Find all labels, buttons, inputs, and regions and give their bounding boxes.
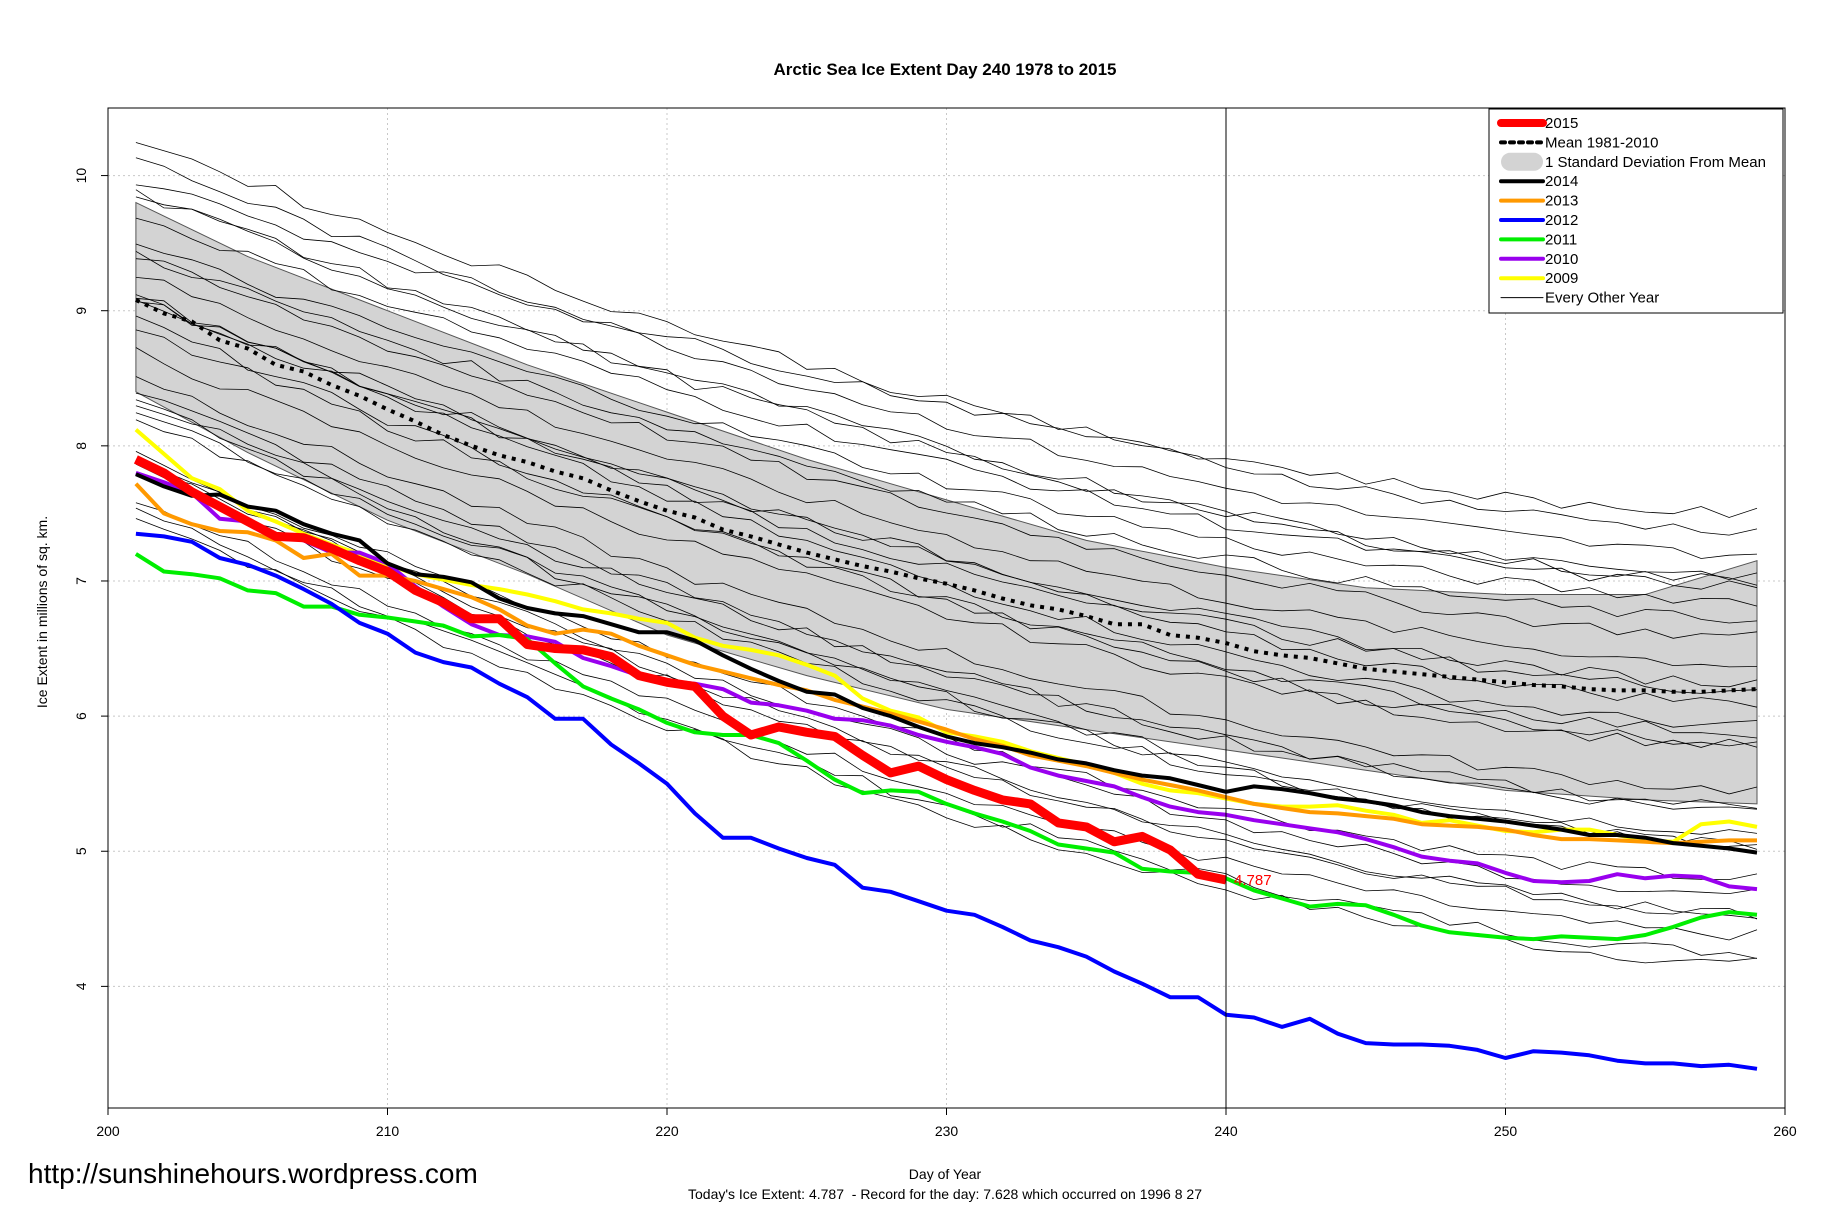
other-year-line bbox=[135, 157, 1758, 559]
legend-label-2013: 2013 bbox=[1545, 193, 1578, 210]
today-value-label: 4.787 bbox=[1234, 872, 1272, 889]
x-tick-label-240: 240 bbox=[1214, 1123, 1238, 1139]
other-year-line bbox=[135, 297, 1758, 694]
series-line-2011 bbox=[134, 552, 1758, 942]
legend: 2015 Mean 1981-2010 1 Standard Deviation F… bbox=[1488, 108, 1784, 314]
other-year-line bbox=[135, 399, 1758, 850]
other-year-line bbox=[135, 329, 1758, 739]
other-year-line bbox=[135, 277, 1758, 668]
other-year-line bbox=[135, 315, 1758, 747]
chart-title: Arctic Sea Ice Extent Day 240 1978 to 20… bbox=[773, 60, 1116, 79]
legend-label-2015: 2015 bbox=[1545, 115, 1578, 132]
x-tick-label-210: 210 bbox=[376, 1123, 400, 1139]
sd-band bbox=[135, 201, 1758, 805]
y-tick-label-4: 4 bbox=[73, 982, 89, 990]
series-lines bbox=[133, 298, 1758, 1071]
x-tick-label-230: 230 bbox=[935, 1123, 959, 1139]
legend-label-every-other-year: Every Other Year bbox=[1545, 290, 1659, 307]
y-tick-label-6: 6 bbox=[73, 712, 89, 720]
series-line-2015 bbox=[133, 455, 1227, 885]
legend-label-2010: 2010 bbox=[1545, 251, 1578, 268]
other-year-line bbox=[135, 243, 1758, 607]
y-tick-label-8: 8 bbox=[73, 442, 89, 450]
x-tick-label-220: 220 bbox=[655, 1123, 679, 1139]
legend-label-2012: 2012 bbox=[1545, 212, 1578, 229]
other-year-line bbox=[135, 376, 1758, 795]
other-year-line bbox=[135, 184, 1758, 518]
other-year-line bbox=[135, 347, 1758, 748]
y-tick-label-7: 7 bbox=[73, 577, 89, 585]
other-year-line bbox=[135, 502, 1758, 941]
x-axis-label: Day of Year bbox=[909, 1166, 982, 1182]
legend-label-1-standard-deviation-from-mean: 1 Standard Deviation From Mean bbox=[1545, 154, 1766, 171]
series-line-2014 bbox=[135, 472, 1758, 855]
other-year-line bbox=[135, 405, 1758, 809]
footer-status-line: Today's Ice Extent: 4.787 - Record for t… bbox=[688, 1186, 1202, 1202]
other-year-line bbox=[135, 142, 1758, 536]
legend-label-mean-1981-2010: Mean 1981-2010 bbox=[1545, 134, 1658, 151]
legend-label-2014: 2014 bbox=[1545, 173, 1578, 190]
series-line-2012 bbox=[135, 531, 1758, 1071]
sd-band-area bbox=[135, 201, 1758, 805]
y-tick-label-5: 5 bbox=[73, 847, 89, 855]
x-tick-label-200: 200 bbox=[96, 1123, 120, 1139]
other-year-line bbox=[135, 217, 1758, 590]
other-year-line bbox=[135, 250, 1758, 624]
series-line-mean-1981-2010 bbox=[135, 298, 1758, 694]
y-axis: 4 5 6 7 8 9 10 bbox=[73, 168, 108, 990]
x-tick-label-250: 250 bbox=[1494, 1123, 1518, 1139]
watermark-url: http://sunshinehours.wordpress.com bbox=[28, 1158, 478, 1189]
other-year-line bbox=[135, 258, 1758, 639]
legend-swatch-1-standard-deviation-from-mean bbox=[1501, 152, 1543, 171]
other-year-line bbox=[135, 419, 1758, 847]
other-year-line bbox=[135, 196, 1758, 581]
y-tick-label-9: 9 bbox=[73, 307, 89, 315]
x-axis: 200 210 220 230 240 250 260 bbox=[96, 1108, 1797, 1139]
x-tick-label-260: 260 bbox=[1773, 1123, 1797, 1139]
legend-label-2011: 2011 bbox=[1545, 231, 1577, 248]
legend-label-2009: 2009 bbox=[1545, 270, 1578, 287]
other-year-line bbox=[135, 392, 1758, 810]
other-year-line bbox=[135, 412, 1758, 835]
other-year-line bbox=[135, 189, 1758, 586]
other-year-line bbox=[135, 294, 1758, 708]
y-axis-label: Ice Extent in millions of sq. km. bbox=[34, 516, 50, 708]
y-tick-label-10: 10 bbox=[73, 168, 89, 184]
